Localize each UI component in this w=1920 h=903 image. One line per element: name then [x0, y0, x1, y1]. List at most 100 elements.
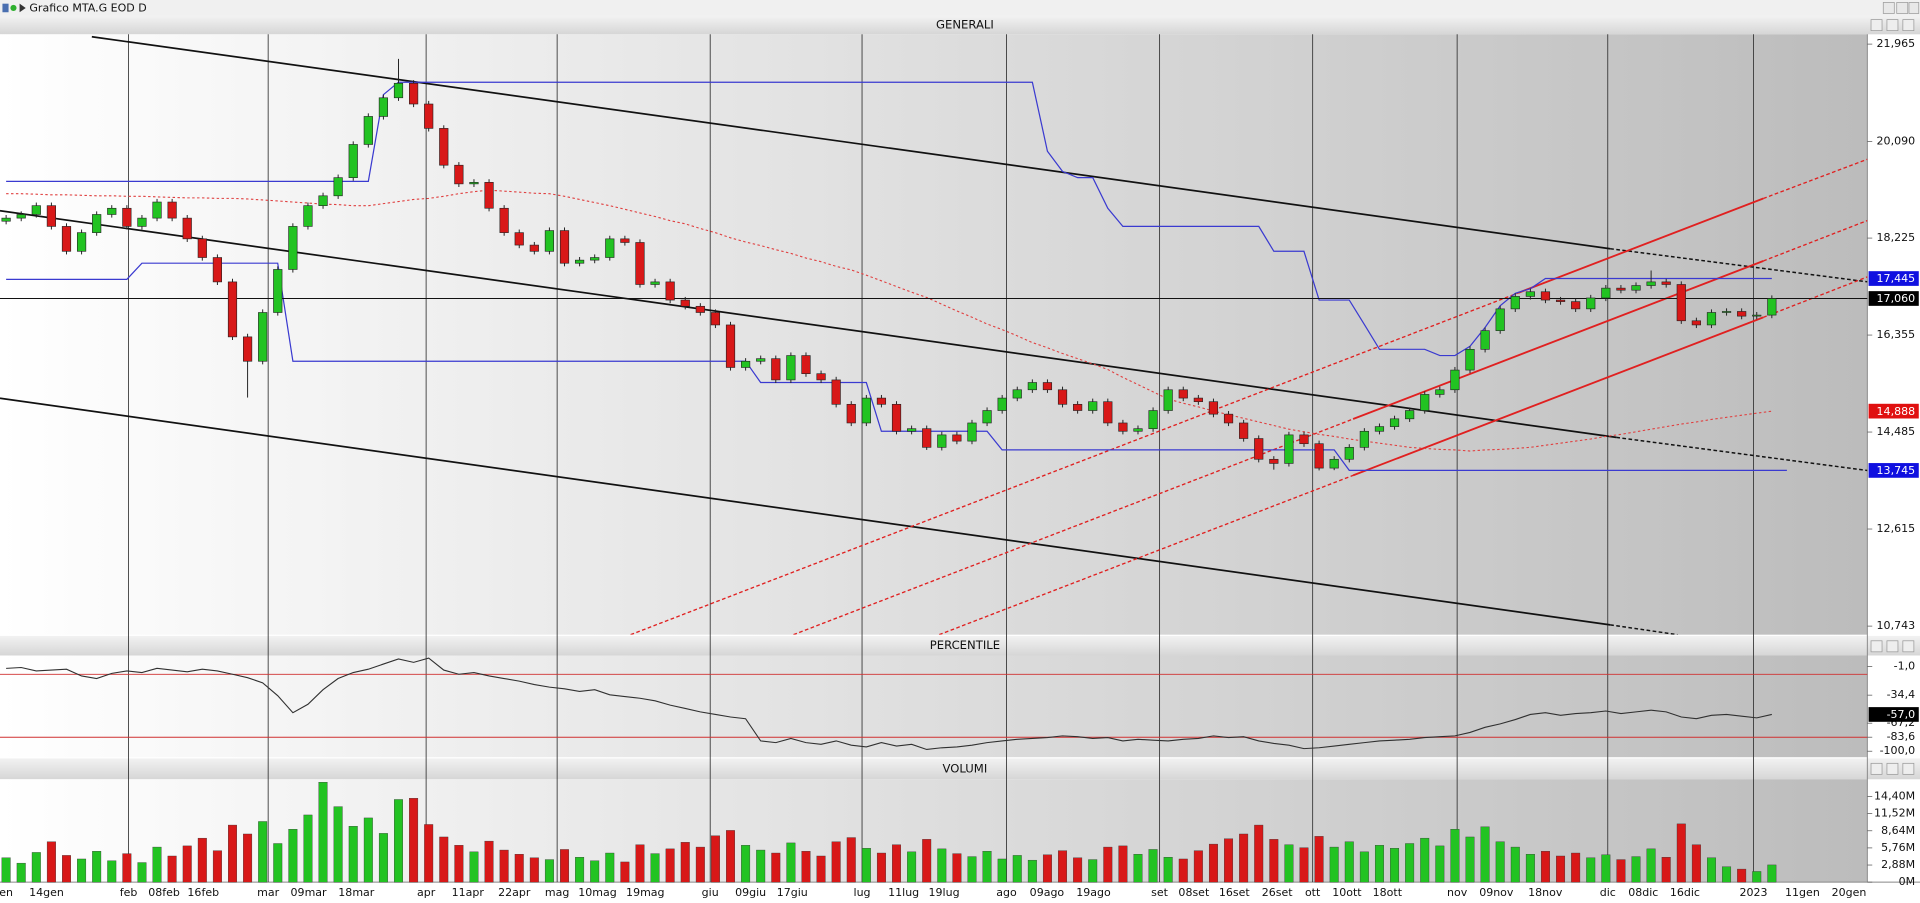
volume-bar	[1540, 851, 1550, 883]
x-tick-label: 18ott	[1373, 886, 1403, 899]
volume-bar	[137, 862, 147, 883]
candle-body	[484, 182, 494, 209]
volume-bar	[122, 853, 132, 883]
panel-button[interactable]	[1870, 19, 1883, 31]
volume-bar	[107, 860, 117, 883]
price-marker-label: 14,888	[1877, 405, 1916, 418]
volume-bar	[212, 850, 222, 883]
volume-bar	[31, 852, 41, 883]
candle-body	[333, 177, 343, 197]
candle-body	[242, 336, 253, 362]
candle-body	[861, 397, 871, 424]
volume-bar	[1374, 845, 1384, 883]
x-tick-label: ago	[996, 886, 1017, 899]
x-tick-label: 17giu	[777, 886, 808, 899]
x-tick-label: 19ago	[1076, 886, 1111, 899]
volume-bar	[469, 851, 479, 883]
candle-body	[1239, 422, 1249, 439]
volume-bar	[1722, 866, 1732, 883]
volume-bar	[1284, 844, 1294, 883]
close-button[interactable]	[1908, 2, 1920, 14]
volume-bar	[605, 852, 615, 883]
candle-body	[876, 397, 887, 405]
volume-bar	[1752, 871, 1762, 883]
candle-body	[1752, 314, 1762, 317]
panel-button[interactable]	[1870, 640, 1883, 653]
volume-bar	[1118, 845, 1128, 883]
candle-body	[635, 242, 645, 285]
candle-body	[1706, 312, 1717, 326]
candle-body	[590, 257, 600, 261]
x-tick-label: 16set	[1219, 886, 1251, 899]
play-icon[interactable]	[19, 3, 26, 13]
candle-body	[710, 312, 721, 326]
trend-line	[793, 418, 1354, 635]
y-tick-label: 20,090	[1877, 134, 1916, 147]
candle-body	[937, 434, 947, 448]
x-tick-label: 22apr	[498, 886, 531, 899]
volume-bar	[77, 858, 87, 883]
x-tick-label: 19lug	[929, 886, 960, 899]
volume-bar	[1616, 859, 1626, 883]
panel-button[interactable]	[1902, 762, 1915, 775]
candle-body	[227, 281, 238, 338]
volume-bar	[1405, 843, 1415, 883]
trend-line	[1352, 260, 1764, 420]
candle-body	[1344, 447, 1354, 460]
x-tick-label: 09nov	[1479, 886, 1514, 899]
volume-bar	[726, 830, 735, 883]
candle-body	[1133, 428, 1143, 432]
candle-body	[409, 82, 419, 105]
volume-bar	[1012, 855, 1022, 883]
candle-body	[318, 195, 328, 206]
volume-bar	[665, 848, 675, 883]
candle-body	[982, 410, 992, 424]
volume-bar	[484, 840, 494, 883]
volume-bar	[575, 857, 585, 883]
volume-bar	[1465, 836, 1475, 883]
panel-header	[0, 758, 1920, 780]
price-marker	[1868, 271, 1919, 286]
volume-bar	[514, 854, 524, 883]
volume-bar	[1767, 864, 1777, 883]
volume-bar	[1088, 859, 1098, 883]
panel-title: GENERALI	[936, 18, 994, 32]
maximize-button[interactable]	[1896, 2, 1909, 14]
volume-bar	[816, 855, 826, 883]
volume-bar	[786, 842, 796, 883]
x-tick-label: lug	[854, 886, 871, 899]
candle-body	[31, 205, 41, 215]
candle-body	[1057, 389, 1068, 405]
minimize-button[interactable]	[1882, 2, 1895, 14]
y-tick-label: -83,6	[1887, 730, 1916, 743]
volume-bar	[1601, 854, 1611, 883]
candle-body	[46, 205, 56, 227]
volume-bar	[967, 856, 977, 883]
candle-body	[620, 238, 630, 243]
panel-button[interactable]	[1870, 762, 1883, 775]
x-tick-label: 09mar	[291, 886, 327, 899]
y-tick-label: 12,615	[1877, 522, 1916, 535]
panel-title: VOLUMI	[943, 761, 988, 775]
x-tick-label: 08dic	[1628, 886, 1658, 899]
panel-button[interactable]	[1886, 640, 1899, 653]
panel-button[interactable]	[1902, 640, 1915, 653]
value-marker-label: -57,0	[1887, 708, 1916, 721]
volume-bar	[92, 851, 102, 883]
panel-header	[0, 635, 1920, 656]
candle-body	[1525, 291, 1535, 297]
panel-button[interactable]	[1886, 19, 1899, 31]
panel-button[interactable]	[1902, 19, 1915, 31]
candle-body	[725, 324, 736, 368]
x-tick-label: apr	[417, 886, 436, 899]
candle-body	[167, 201, 177, 219]
volume-bar	[861, 848, 871, 883]
volume-bar	[1495, 841, 1505, 883]
candle-body	[1737, 311, 1747, 317]
panel-button[interactable]	[1886, 762, 1899, 775]
menu-icon[interactable]	[2, 3, 9, 13]
y-tick-label: 21,965	[1877, 37, 1916, 50]
candle-body	[1359, 430, 1369, 448]
candle-body	[1148, 410, 1158, 429]
candle-body	[967, 422, 977, 442]
